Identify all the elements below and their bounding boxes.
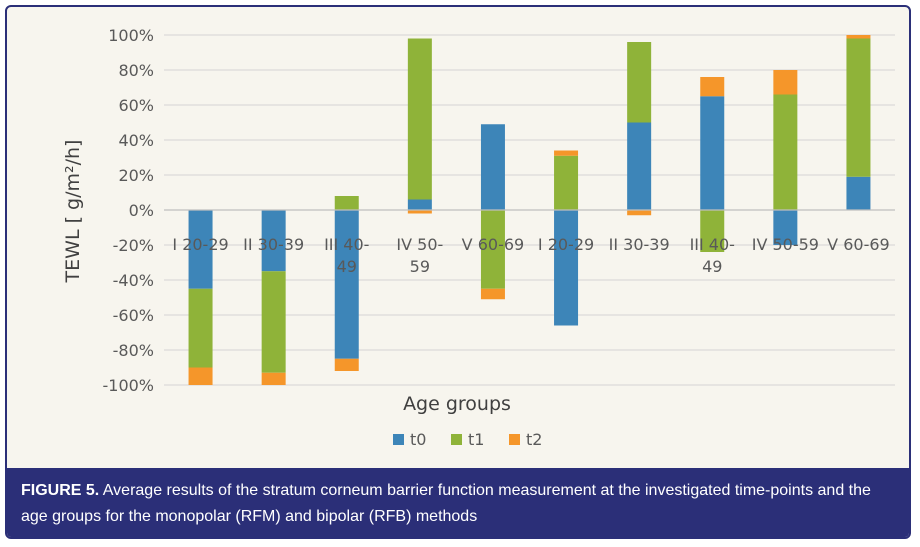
bar-t0 — [407, 199, 432, 210]
bar-t0 — [334, 210, 359, 359]
x-tick-line: IV 50-59 — [752, 235, 819, 254]
x-tick-line: III 40- — [690, 235, 735, 254]
bar-t0 — [773, 210, 798, 245]
y-axis-label: TEWL [ g/m²/h] — [62, 140, 84, 284]
bar-t1 — [700, 210, 725, 252]
y-tick-label: -100% — [102, 376, 154, 395]
bar-t0 — [627, 122, 652, 210]
figure-caption: FIGURE 5. Average results of the stratum… — [7, 468, 909, 537]
legend-swatch-t2 — [509, 434, 520, 445]
caption-lead: FIGURE 5. — [21, 482, 100, 499]
bar-t2 — [407, 210, 432, 214]
legend-label-t1: t1 — [468, 430, 484, 449]
bar-t0 — [700, 96, 725, 210]
x-tick-line: I 20-29 — [172, 235, 228, 254]
bar-t0 — [188, 210, 213, 289]
x-tick-label: IV 50-59 — [752, 235, 819, 254]
bar-t1 — [188, 288, 213, 368]
x-tick-label: I 20-29 — [172, 235, 228, 254]
x-tick-line: I 20-29 — [538, 235, 594, 254]
legend: t0 t1 t2 — [393, 430, 542, 449]
x-axis-label: Age groups — [403, 393, 511, 415]
bar-t1 — [554, 155, 579, 210]
bar-t1 — [334, 196, 359, 210]
caption-text: Average results of the stratum corneum b… — [21, 482, 871, 525]
y-tick-label: 20% — [118, 166, 154, 185]
bar-t1 — [480, 210, 505, 289]
x-tick-line: V 60-69 — [827, 235, 890, 254]
x-tick-label: III 40- 49 — [690, 235, 735, 276]
bar-t0 — [554, 210, 579, 326]
y-tick-labels: 100% 80% 60% 40% 20% 0% -20% -40% -60% -80% -100% — [102, 26, 154, 395]
bar-t2 — [627, 210, 652, 216]
bar-t2 — [188, 367, 213, 385]
y-tick-label: -20% — [113, 236, 154, 255]
y-tick-label: 100% — [108, 26, 154, 45]
x-tick-labels: I 20-29 II 30-39 III 40- 49 IV 50- 59 V 60-69 I… — [172, 235, 889, 276]
bar-t2 — [334, 358, 359, 371]
x-tick-label: I 20-29 — [538, 235, 594, 254]
x-tick-line: II 30-39 — [243, 235, 304, 254]
legend-label-t2: t2 — [526, 430, 542, 449]
x-tick-label: II 30-39 — [609, 235, 670, 254]
x-tick-label: IV 50- 59 — [396, 235, 443, 276]
y-tick-label: 80% — [118, 61, 154, 80]
x-tick-line: III 40- — [324, 235, 369, 254]
bar-t0 — [480, 124, 505, 210]
x-tick-line: 49 — [337, 257, 357, 276]
bar-t2 — [261, 372, 286, 385]
bar-t1 — [773, 94, 798, 210]
figure-frame: 100% 80% 60% 40% 20% 0% -20% -40% -60% -80% -100% … — [5, 5, 911, 539]
bar-t1 — [846, 38, 871, 177]
y-tick-label: 0% — [129, 201, 154, 220]
legend-swatch-t1 — [451, 434, 462, 445]
x-tick-line: IV 50- — [396, 235, 443, 254]
legend-swatch-t0 — [393, 434, 404, 445]
y-tick-label: -40% — [113, 271, 154, 290]
x-tick-label: V 60-69 — [462, 235, 525, 254]
x-tick-label: III 40- 49 — [324, 235, 369, 276]
bar-t0 — [261, 210, 286, 272]
bar-t2 — [480, 288, 505, 300]
bar-t0 — [846, 176, 871, 210]
bar-t1 — [627, 42, 652, 123]
stacked-bar-chart: 100%80%60%40%20%0%-20%-40%-60%-80%-100% … — [62, 26, 895, 449]
bar-t1 — [261, 271, 286, 373]
y-tick-label: 40% — [118, 131, 154, 150]
x-tick-line: 49 — [702, 257, 722, 276]
x-tick-label: II 30-39 — [243, 235, 304, 254]
x-tick-line: 59 — [410, 257, 430, 276]
y-tick-label: -60% — [113, 306, 154, 325]
y-tick-label: 60% — [118, 96, 154, 115]
bar-t1 — [407, 38, 432, 200]
bars — [188, 35, 871, 385]
x-tick-label: V 60-69 — [827, 235, 890, 254]
y-tick-label: -80% — [113, 341, 154, 360]
x-tick-line: II 30-39 — [609, 235, 670, 254]
x-tick-line: V 60-69 — [462, 235, 525, 254]
grid-lines — [164, 34, 895, 386]
bar-t2 — [554, 150, 579, 156]
bar-t2 — [700, 77, 725, 97]
bar-t2 — [846, 35, 871, 39]
bar-t2 — [773, 70, 798, 95]
legend-label-t0: t0 — [410, 430, 426, 449]
